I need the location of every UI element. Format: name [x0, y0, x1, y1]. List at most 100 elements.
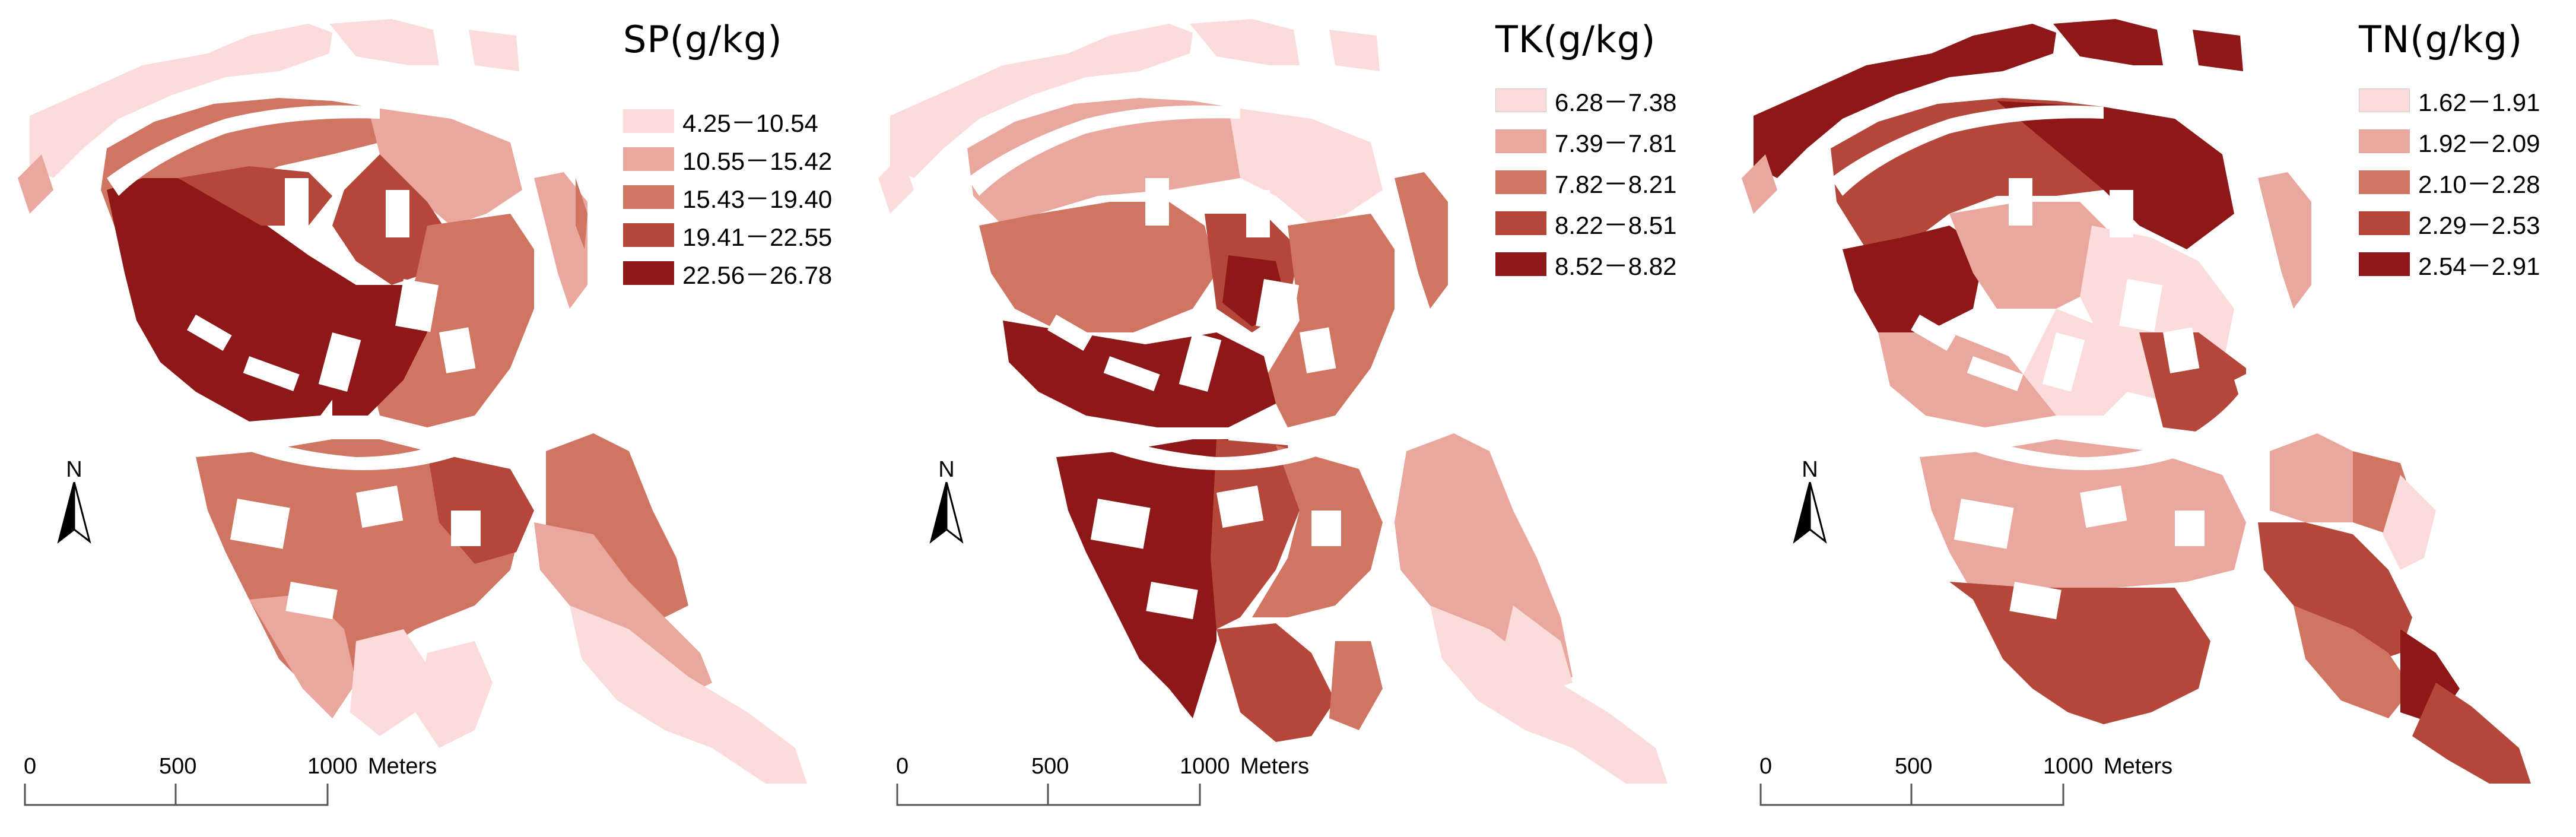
zone	[2258, 172, 2311, 309]
zone	[368, 107, 522, 226]
north-label: N	[66, 457, 82, 482]
map-tn	[1742, 19, 2531, 784]
zone	[107, 178, 380, 421]
legend-swatch	[1495, 129, 1546, 153]
legend-range: 2.29－2.53	[2418, 211, 2540, 239]
zone	[1754, 24, 2056, 178]
legend-row: 8.52－8.82	[1495, 250, 1677, 280]
zone	[1056, 439, 1228, 718]
water-features	[107, 105, 552, 620]
legend-range: 22.56－26.78	[682, 261, 833, 289]
scale-unit: Meters	[2104, 754, 2173, 779]
legend-row: 10.55－15.42	[623, 145, 832, 175]
legend-range: 6.28－7.38	[1555, 88, 1677, 116]
legend-row: 1.62－1.91	[2359, 86, 2540, 116]
legend-tk: TK(g/kg) 6.28－7.38 7.39－7.81 7.82－8.21 8…	[1495, 18, 1677, 280]
legend-row: 8.22－8.51	[1495, 209, 1677, 239]
zone	[469, 30, 519, 71]
legend-range: 7.39－7.81	[1555, 129, 1677, 157]
scale-tick-label: 500	[1031, 754, 1069, 779]
legend-range: 19.41－22.55	[682, 223, 833, 251]
scale-bar: 0 500 1000 Meters	[1759, 754, 2175, 825]
zone	[967, 98, 1276, 226]
zone	[2139, 332, 2246, 433]
zone	[534, 522, 712, 700]
legend-row: 19.41－22.55	[623, 221, 832, 251]
scale-tick-label: 500	[159, 754, 197, 779]
zone	[1878, 332, 2056, 427]
zone	[1211, 439, 1300, 629]
legend-row: 15.43－19.40	[623, 183, 832, 213]
legend-row: 4.25－10.54	[623, 107, 818, 137]
zone	[1190, 19, 1300, 65]
legend-row: 2.29－2.53	[2359, 209, 2540, 239]
legend-title: TN(g/kg)	[2359, 18, 2523, 61]
zone	[2258, 522, 2412, 665]
north-label: N	[938, 457, 955, 482]
zone	[350, 629, 427, 736]
legend-range: 7.82－8.21	[1555, 170, 1677, 198]
north-label: N	[1802, 457, 1818, 482]
zone	[2053, 19, 2163, 65]
legend-range: 8.52－8.82	[1555, 252, 1677, 280]
legend-row: 22.56－26.78	[623, 259, 832, 289]
zone	[1329, 641, 1383, 730]
zone	[2383, 475, 2436, 570]
legend-row: 2.10－2.28	[2359, 168, 2540, 198]
legend-swatch	[623, 185, 674, 209]
north-arrow-icon	[57, 482, 91, 544]
north-arrow-icon	[929, 482, 964, 544]
zone	[1843, 226, 1985, 332]
zone	[1329, 30, 1380, 71]
legend-title: SP(g/kg)	[623, 18, 783, 61]
zone	[1920, 439, 2246, 594]
scale-tick-label: 0	[1759, 754, 1773, 779]
legend-swatch	[1495, 252, 1546, 276]
legend-swatch	[623, 223, 674, 247]
north-arrow: N	[1792, 457, 1828, 546]
scale-line	[896, 784, 1201, 806]
water-features	[967, 105, 1412, 620]
zone	[1949, 582, 2210, 724]
zone	[2294, 605, 2412, 718]
zone	[2021, 309, 2139, 416]
zone	[1501, 605, 1573, 695]
scale-line	[1759, 784, 2064, 806]
scale-bar: 0 500 1000 Meters	[24, 754, 439, 825]
scale-unit: Meters	[368, 754, 437, 779]
water-features	[1831, 105, 2276, 620]
zone	[2193, 30, 2243, 71]
zone	[368, 214, 534, 427]
scale-bar: 0 500 1000 Meters	[896, 754, 1311, 825]
legend-range: 1.62－1.91	[2418, 88, 2540, 116]
legend-swatch	[2359, 88, 2410, 112]
map-panel-tn: TN(g/kg) 1.62－1.91 1.92－2.09 2.10－2.28 2…	[1724, 0, 2576, 837]
zone	[1949, 202, 2116, 309]
scale-unit: Meters	[1240, 754, 1310, 779]
north-arrow: N	[56, 457, 92, 546]
legend-swatch	[1495, 170, 1546, 194]
zone	[576, 178, 587, 249]
zone	[329, 19, 439, 65]
zone	[878, 154, 914, 214]
legend-row: 6.28－7.38	[1495, 86, 1677, 116]
zone	[2412, 683, 2531, 784]
zone	[979, 202, 1216, 332]
scale-tick-label: 0	[896, 754, 909, 779]
zone	[1216, 623, 1335, 742]
legend-swatch	[623, 261, 674, 285]
map-tk	[878, 19, 1667, 784]
study-area	[18, 19, 807, 784]
scale-tick-label: 500	[1895, 754, 1933, 779]
zone	[30, 24, 332, 178]
zone	[1997, 101, 2234, 249]
legend-range: 4.25－10.54	[682, 109, 818, 137]
scale-line	[24, 784, 329, 806]
legend-range: 2.54－2.91	[2418, 252, 2540, 280]
legend-swatch	[1495, 211, 1546, 235]
north-arrow: N	[929, 457, 964, 546]
legend-swatch	[2359, 129, 2410, 153]
zone	[1264, 214, 1395, 427]
legend-range: 15.43－19.40	[682, 185, 833, 213]
scale-tick-label: 1000	[307, 754, 358, 779]
